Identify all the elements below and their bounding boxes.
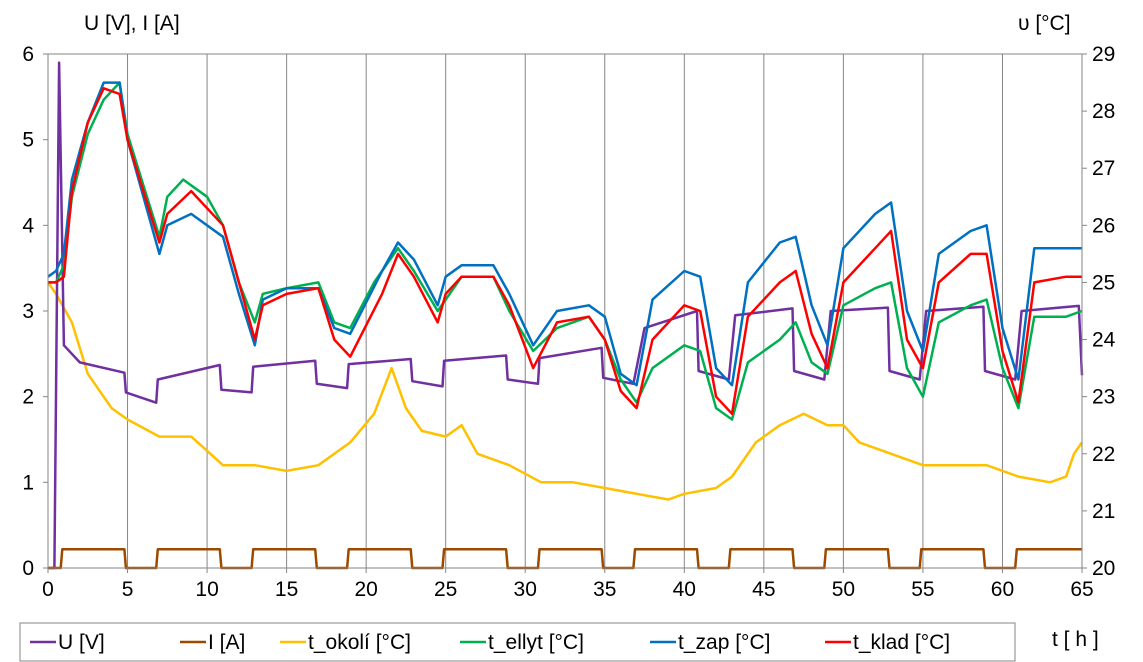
left-y-axis-ticks: 0 1 2 3 4 5 6: [22, 43, 48, 580]
x-tick-label: 25: [434, 578, 457, 601]
series-line-3: [48, 81, 1083, 421]
x-tick-label: 5: [122, 578, 134, 601]
x-tick-label: 20: [354, 578, 377, 601]
legend-entry: U [V]: [30, 631, 105, 654]
legend-entry: t_zap [°C]: [650, 631, 770, 654]
x-tick-label: 40: [673, 578, 696, 601]
x-axis-label: t [ h ]: [1052, 628, 1099, 651]
legend-entry: t_klad [°C]: [825, 631, 950, 654]
right-tick-label: 23: [1092, 386, 1115, 409]
right-tick-label: 22: [1092, 443, 1115, 466]
x-tick-label: 35: [593, 578, 616, 601]
right-tick-label: 27: [1092, 157, 1115, 180]
right-tick-label: 24: [1092, 329, 1116, 352]
legend-label: t_ellyt [°C]: [488, 631, 584, 654]
legend: U [V] I [A] t_okolí [°C] t_ellyt [°C] t_zap …: [30, 631, 950, 654]
series-line-2: [46, 281, 1084, 501]
series-line-1: [48, 547, 1082, 570]
x-tick-label: 55: [911, 578, 934, 601]
left-tick-label: 1: [22, 471, 34, 494]
x-tick-label: 45: [752, 578, 775, 601]
series-line-0: [48, 61, 1084, 570]
x-tick-label: 50: [832, 578, 855, 601]
x-axis-ticks: 0 5 10 15 20 25 30 35 40 45 50 55 60 65: [42, 568, 1094, 601]
left-tick-label: 4: [22, 214, 34, 237]
right-tick-label: 25: [1092, 271, 1115, 294]
x-tick-label: 60: [991, 578, 1014, 601]
left-tick-label: 3: [22, 300, 34, 323]
right-tick-label: 28: [1092, 100, 1115, 123]
x-tick-label: 10: [195, 578, 218, 601]
x-tick-label: 30: [514, 578, 537, 601]
left-axis-label: U [V], I [A]: [84, 12, 180, 35]
series-lines: [46, 61, 1084, 570]
legend-label: t_okolí [°C]: [308, 631, 411, 654]
right-tick-label: 29: [1092, 43, 1115, 66]
right-tick-label: 21: [1092, 500, 1115, 523]
legend-label: U [V]: [58, 631, 105, 654]
legend-label: I [A]: [208, 631, 245, 654]
series-line-4: [47, 81, 1082, 387]
left-tick-label: 5: [22, 129, 34, 152]
legend-entry: t_ellyt [°C]: [460, 631, 584, 654]
legend-label: t_klad [°C]: [853, 631, 950, 654]
x-tick-label: 15: [275, 578, 298, 601]
left-tick-label: 0: [22, 557, 34, 580]
right-y-axis-ticks: 20 21 22 23 24 25 26 27 28 29: [1082, 43, 1116, 580]
right-tick-label: 20: [1092, 557, 1115, 580]
legend-entry: t_okolí [°C]: [280, 631, 411, 654]
x-tick-label: 0: [42, 578, 54, 601]
legend-entry: I [A]: [180, 631, 245, 654]
left-tick-label: 2: [22, 386, 34, 409]
right-tick-label: 26: [1092, 214, 1115, 237]
series-line-5: [48, 87, 1082, 416]
right-axis-label: υ [°C]: [1018, 12, 1071, 35]
x-tick-label: 65: [1070, 578, 1093, 601]
left-tick-label: 6: [22, 43, 34, 66]
legend-label: t_zap [°C]: [678, 631, 770, 654]
